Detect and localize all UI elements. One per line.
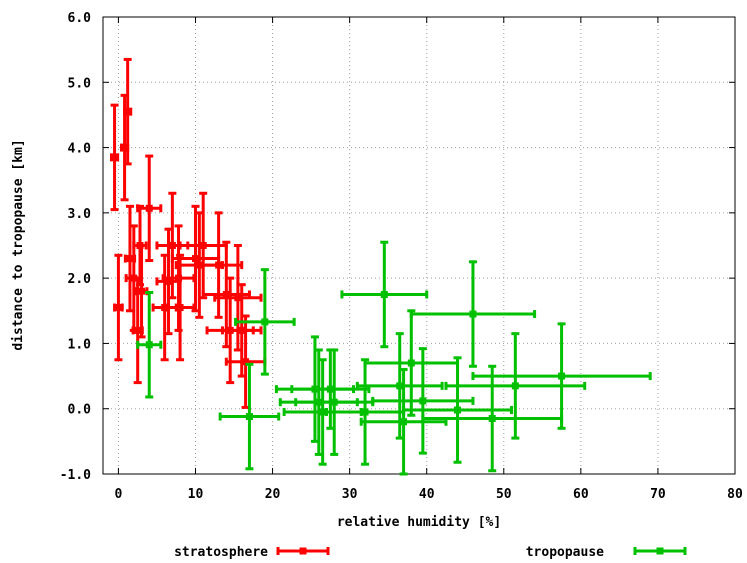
point-marker [134, 326, 142, 334]
point-marker [165, 277, 173, 285]
x-tick-label: 30 [342, 487, 358, 502]
legend-label: tropopause [526, 545, 604, 560]
point-marker [124, 108, 132, 116]
point-marker [161, 304, 169, 312]
point-marker [126, 255, 134, 263]
point-marker [176, 304, 184, 312]
data-point [471, 322, 652, 430]
plot-area [109, 57, 652, 476]
point-marker [511, 382, 519, 390]
data-point [421, 364, 564, 473]
y-axis-label: distance to tropopause [km] [11, 139, 26, 350]
point-marker [469, 310, 477, 318]
point-marker [396, 382, 404, 390]
point-marker [242, 358, 250, 366]
point-marker [199, 242, 207, 249]
point-marker [191, 255, 199, 263]
y-tick-label: 0.0 [68, 403, 92, 418]
point-marker [319, 408, 327, 416]
point-marker [488, 415, 496, 423]
point-marker [407, 359, 415, 367]
y-tick-label: 3.0 [68, 207, 92, 222]
series-stratosphere [109, 57, 267, 409]
data-point [359, 368, 448, 476]
data-point [294, 348, 375, 456]
legend-marker [299, 547, 307, 555]
point-marker [145, 341, 153, 349]
point-marker [234, 294, 242, 302]
x-tick-label: 10 [188, 487, 204, 502]
legend-entry-tropopause: tropopause [526, 545, 687, 560]
series-tropopause [136, 240, 652, 476]
point-marker [145, 204, 153, 212]
data-point [409, 260, 537, 368]
x-tick-label: 60 [573, 487, 589, 502]
x-axis-ticks: 0 10 20 30 40 50 60 70 80 [115, 17, 743, 502]
data-point [109, 103, 120, 212]
data-point [136, 291, 163, 399]
plot-frame [102, 16, 736, 475]
y-axis-ticks: -1.0 0.0 1.0 2.0 3.0 4.0 5.0 6.0 [60, 11, 735, 483]
legend: stratosphere tropopause [174, 545, 687, 560]
data-point [113, 253, 124, 362]
point-marker [361, 408, 369, 416]
x-tick-label: 40 [419, 487, 435, 502]
y-tick-label: 5.0 [68, 76, 92, 91]
point-marker [111, 153, 119, 161]
legend-entry-stratosphere: stratosphere [174, 545, 330, 560]
grid [103, 17, 735, 474]
data-point [193, 211, 244, 319]
x-tick-label: 0 [115, 487, 123, 502]
data-point [136, 154, 163, 263]
data-point [340, 240, 429, 349]
point-marker [238, 326, 246, 334]
x-tick-label: 70 [650, 487, 666, 502]
point-marker [215, 261, 223, 269]
data-point [218, 362, 281, 471]
y-tick-label: 2.0 [68, 272, 92, 287]
data-point [213, 244, 263, 352]
point-marker [380, 290, 388, 298]
data-point [234, 268, 296, 376]
point-marker [114, 304, 122, 312]
legend-marker [656, 547, 664, 555]
point-marker [400, 418, 408, 426]
point-marker [222, 290, 230, 298]
point-marker [558, 372, 566, 380]
data-point [444, 332, 587, 440]
point-marker [175, 274, 183, 282]
data-point [325, 358, 406, 466]
x-tick-label: 20 [265, 487, 281, 502]
point-marker [121, 144, 129, 152]
data-point [123, 57, 133, 166]
y-tick-label: 4.0 [68, 142, 92, 157]
x-tick-label: 80 [727, 487, 743, 502]
point-marker [330, 398, 338, 406]
point-marker [326, 385, 334, 393]
y-tick-label: -1.0 [60, 468, 91, 483]
point-marker [419, 397, 427, 405]
x-axis-label: relative humidity [%] [337, 515, 501, 530]
x-tick-label: 50 [496, 487, 512, 502]
y-tick-label: 1.0 [68, 337, 92, 352]
data-point [134, 244, 149, 339]
data-point [164, 253, 196, 362]
point-marker [245, 413, 253, 421]
point-marker [138, 287, 146, 295]
y-tick-label: 6.0 [68, 11, 92, 26]
point-marker [168, 242, 176, 249]
data-point [363, 309, 460, 417]
legend-label: stratosphere [174, 545, 268, 560]
point-marker [261, 318, 269, 326]
data-point [402, 356, 513, 464]
point-marker [454, 406, 462, 414]
